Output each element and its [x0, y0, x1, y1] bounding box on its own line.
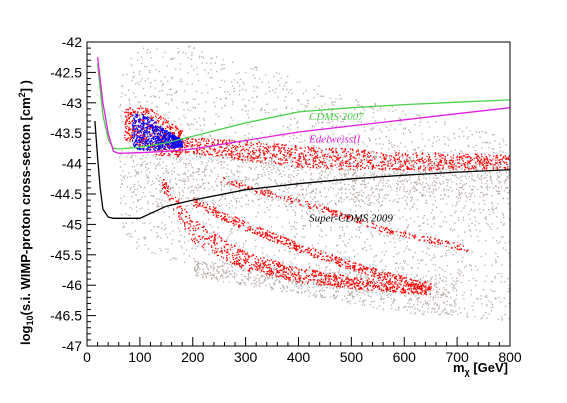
curve-label-super-cdms-2009: Super-CDMS 2009	[309, 212, 393, 224]
scan-region-gray	[129, 124, 511, 210]
limit-curve-cdms-2007	[96, 63, 511, 150]
x-axis-title: mχ [GeV]	[453, 360, 508, 377]
scan-points-layer	[119, 45, 512, 321]
y-tick-label: -43	[62, 95, 82, 111]
x-tick-label: 300	[234, 349, 258, 365]
y-tick-label: -47	[62, 338, 82, 354]
y-tick-label: -42.5	[50, 64, 82, 80]
limit-curves-layer	[94, 57, 511, 219]
y-tick-label: -45	[62, 216, 82, 232]
y-tick-label: -46	[62, 277, 82, 293]
y-tick-label: -46.5	[50, 308, 82, 324]
y-tick-label: -44	[62, 156, 82, 172]
y-axis-ticks: -47 -46.5 -46 -45.5 -45 -44.5 -44 -43.5 -43 -42.5…	[50, 34, 96, 354]
x-tick-label: 600	[393, 349, 417, 365]
y-axis-title: log10(s.i. WIMP-proton cross-secton [cm2…	[17, 80, 35, 345]
x-axis-ticks: 0 100 200 300 400 500 600 700 800	[83, 337, 522, 365]
plot-frame	[86, 41, 511, 347]
x-tick-label: 200	[181, 349, 205, 365]
x-tick-label: 400	[287, 349, 311, 365]
x-tick-label: 700	[445, 349, 469, 365]
x-tick-label: 500	[340, 349, 364, 365]
curve-labels-layer: CDMS 2007 EdelweissII Super-CDMS 2009	[308, 111, 393, 225]
limit-curve-super-cdms-2009	[94, 120, 511, 219]
x-tick-label: 800	[498, 349, 522, 365]
x-tick-label: 100	[128, 349, 152, 365]
scan-region-red	[220, 177, 469, 252]
limit-curve-edelweissii	[96, 57, 511, 154]
curve-label-edelweissii: EdelweissII	[308, 133, 362, 145]
y-tick-label: -45.5	[50, 247, 82, 263]
y-tick-label: -42	[62, 34, 82, 50]
curve-label-cdms-2007: CDMS 2007	[309, 111, 364, 123]
y-tick-label: -43.5	[50, 125, 82, 141]
x-tick-label: 0	[83, 349, 91, 365]
y-tick-label: -44.5	[50, 186, 82, 202]
